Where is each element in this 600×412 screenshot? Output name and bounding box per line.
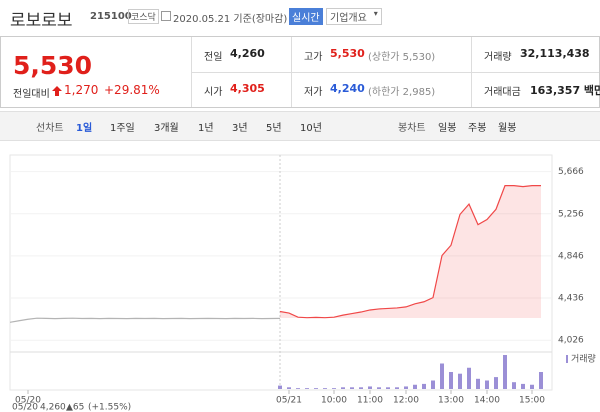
x-tick-label: 05/20 [15,396,41,406]
tab-group-label: 선차트 [36,123,64,134]
dropdown-arrow: ▾ [373,9,378,18]
volume-bar [341,387,345,389]
volume-bar [386,387,390,389]
quote-label: 전일 [204,52,223,63]
volume-bar [449,372,453,389]
tab-bar: 선차트 1일 1주일 3개월 1년 3년 5년 10년 봉차트 일봉 주봉 월봉 [0,111,600,141]
volume-legend: 거래량 [571,353,596,365]
change-value: 1,270 [64,83,99,97]
volume-bar [530,384,534,389]
x-tick-label: 10:00 [321,396,347,406]
x-tick-label: 13:00 [438,396,464,406]
change-label: 전일대비 [13,89,50,100]
company-dropdown[interactable]: 기업개요 ▾ [326,8,382,25]
price-line [9,317,281,323]
volume-legend-icon [566,355,568,363]
volume-bar [368,386,372,389]
volume-bar [422,383,426,389]
change-percent: +29.81% [104,83,160,97]
volume-bar [494,377,498,389]
y-tick-label: 5,256 [558,209,584,219]
company-label: 기업개요 [330,13,367,24]
y-tick-label: 4,846 [558,251,584,261]
volume-bar [467,367,471,389]
volume-bar [314,388,318,389]
base-date: 2020.05.21 기준(장마감) [173,14,288,25]
info-percent: (+1.55%) [88,403,131,412]
calendar-icon [161,11,171,21]
volume-bar [359,387,363,389]
volume-bar [521,383,525,389]
candle-tab[interactable]: 월봉 [498,123,517,134]
volume-bar [287,387,291,389]
volume-bar [503,355,507,389]
quote-label: 거래량 [484,52,512,63]
candle-tab[interactable]: 주봉 [468,123,487,134]
line-tab[interactable]: 1년 [198,123,214,134]
volume-bar [476,378,480,389]
y-tick-label: 5,666 [558,167,584,177]
quote-value: 4,305 [230,82,265,95]
line-tab[interactable]: 3년 [232,123,248,134]
info-price: 4,260 [40,403,66,412]
y-tick-label: 4,026 [558,336,584,346]
line-tab[interactable]: 5년 [266,123,282,134]
volume-bar [440,363,444,389]
quote-label: 시가 [204,87,223,98]
area [280,185,541,318]
x-tick-label: 05/21 [276,396,302,406]
quote-box: 5,530 전일대비 1,270 +29.81% 전일 4,260 고가 5,530(… [0,36,600,108]
quote-value: 4,260 [230,47,265,60]
quote-label: 저가 [304,87,323,98]
line-tab[interactable]: 1일 [76,123,93,134]
line-tab[interactable]: 3개월 [154,123,179,134]
price-line [279,185,541,319]
quote-label: 고가 [304,52,323,63]
volume-bar [377,387,381,389]
x-tick-label: 12:00 [393,396,419,406]
quote-value: 32,113,438 [520,47,590,60]
volume-bar [431,380,435,389]
volume-bar [485,380,489,389]
volume-bar [305,388,309,389]
stock-code: 215100 [90,11,132,22]
line-tab[interactable]: 1주일 [110,123,135,134]
quote-value: 163,357 백만 [530,84,600,97]
volume-bar [323,388,327,389]
quote-sub: (하한가 2,985) [368,87,436,98]
stock-name: 로보로보 [10,11,73,31]
divider [191,72,599,73]
quote-sub: (상한가 5,530) [368,52,436,63]
volume-bar [395,387,399,389]
volume-bar [404,386,408,389]
current-price: 5,530 [13,51,93,80]
x-tick-label: 15:00 [519,396,545,406]
market-badge: 코스닥 [128,9,159,24]
quote-value: 4,240 [330,82,365,95]
tab-group-label: 봉차트 [398,123,426,134]
volume-bar [332,388,336,389]
info-change: ▲65 [66,403,84,412]
y-tick-label: 4,436 [558,294,584,304]
up-arrow [52,86,62,96]
volume-bar [458,373,462,389]
volume-bar [539,372,543,389]
volume-bar [512,382,516,389]
plot-frame [9,154,553,391]
volume-bar [350,387,354,389]
realtime-button[interactable]: 실시간 [289,8,323,25]
line-tab[interactable]: 10년 [300,123,322,134]
volume-bar [296,388,300,389]
volume-bar [278,385,282,389]
candle-tab[interactable]: 일봉 [438,123,457,134]
x-tick-label: 14:00 [474,396,500,406]
quote-value: 5,530 [330,47,365,60]
volume-bar [413,384,417,389]
quote-label: 거래대금 [484,87,521,98]
info-date: 05/20 [12,403,38,412]
x-tick-label: 11:00 [357,396,383,406]
